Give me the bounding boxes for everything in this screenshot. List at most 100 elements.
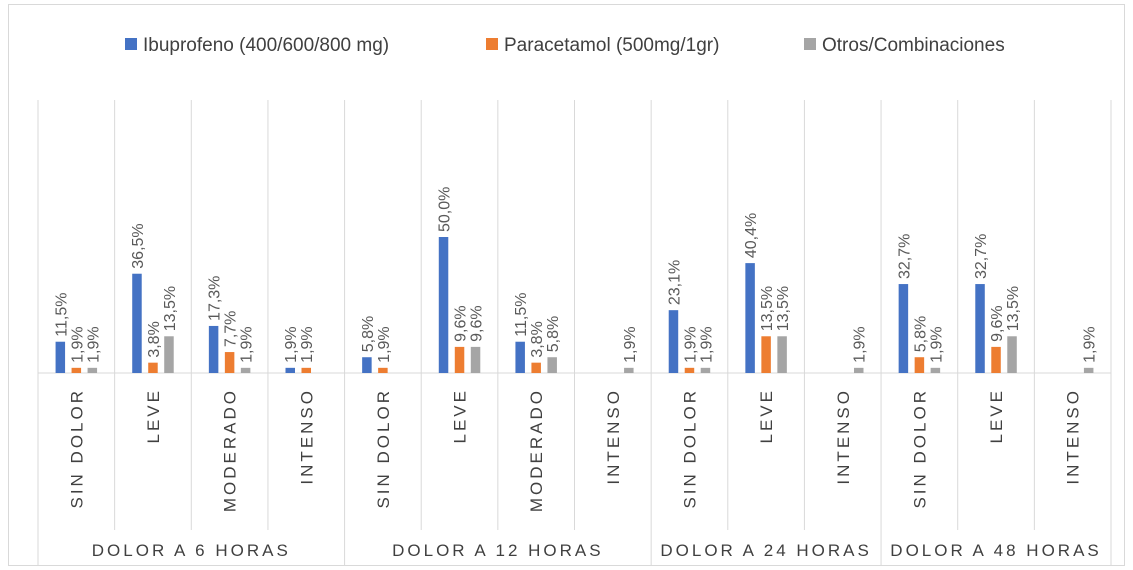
category-label-1: SIN DOLOR bbox=[67, 388, 86, 509]
data-label-paracetamol-9: 1,9% bbox=[682, 326, 699, 362]
bar-otros-3 bbox=[240, 367, 251, 373]
bar-ibuprofeno-13 bbox=[975, 284, 985, 373]
data-label-otros-8: 1,9% bbox=[622, 326, 639, 362]
bar-otros-10 bbox=[777, 336, 787, 373]
group-label-1: DOLOR A 6 HORAS bbox=[92, 541, 291, 560]
bar-paracetamol-10 bbox=[761, 336, 771, 373]
data-label-otros-2: 13,5% bbox=[162, 286, 179, 331]
chart-frame bbox=[8, 4, 1125, 566]
bar-paracetamol-7 bbox=[531, 362, 541, 373]
data-label-paracetamol-10: 13,5% bbox=[759, 286, 776, 331]
data-label-ibuprofeno-9: 23,1% bbox=[666, 260, 683, 305]
bar-paracetamol-6 bbox=[454, 346, 465, 373]
bar-ibuprofeno-7 bbox=[515, 341, 525, 373]
data-label-otros-7: 5,8% bbox=[545, 316, 562, 352]
category-separators bbox=[37, 100, 1112, 566]
data-label-paracetamol-1: 1,9% bbox=[69, 326, 86, 362]
bar-otros-11 bbox=[854, 367, 864, 373]
category-label-9: SIN DOLOR bbox=[680, 388, 699, 509]
bar-paracetamol-3 bbox=[224, 352, 235, 373]
bar-otros-6 bbox=[470, 346, 481, 373]
category-label-13: LEVE bbox=[987, 388, 1006, 443]
bar-ibuprofeno-5 bbox=[362, 357, 372, 373]
data-label-otros-9: 1,9% bbox=[698, 326, 715, 362]
data-label-ibuprofeno-5: 5,8% bbox=[360, 316, 377, 352]
bar-otros-7 bbox=[547, 357, 557, 373]
data-label-otros-12: 1,9% bbox=[928, 326, 945, 362]
category-label-8: INTENSO bbox=[604, 388, 623, 485]
data-label-paracetamol-13: 9,6% bbox=[989, 305, 1006, 341]
data-label-ibuprofeno-4: 1,9% bbox=[283, 326, 300, 362]
bar-otros-2 bbox=[164, 336, 174, 373]
legend: Ibuprofeno (400/600/800 mg) Paracetamol (… bbox=[125, 35, 1005, 56]
data-label-paracetamol-4: 1,9% bbox=[299, 326, 316, 362]
group-labels: DOLOR A 6 HORAS DOLOR A 12 HORAS DOLOR A 2… bbox=[92, 541, 1101, 560]
bar-ibuprofeno-4 bbox=[285, 367, 295, 373]
bar-ibuprofeno-1 bbox=[55, 341, 66, 373]
data-label-ibuprofeno-12: 32,7% bbox=[896, 234, 913, 279]
bar-paracetamol-9 bbox=[684, 367, 695, 373]
group-label-2: DOLOR A 12 HORAS bbox=[392, 541, 603, 560]
legend-swatch-1 bbox=[125, 38, 137, 50]
bar-otros-9 bbox=[700, 367, 711, 373]
bar-otros-13 bbox=[1007, 336, 1017, 373]
legend-swatch-2 bbox=[486, 38, 498, 50]
category-label-14: INTENSO bbox=[1064, 388, 1083, 485]
category-label-10: LEVE bbox=[757, 388, 776, 443]
bar-otros-12 bbox=[930, 367, 941, 373]
group-label-4: DOLOR A 48 HORAS bbox=[890, 541, 1101, 560]
data-labels: 11,5%1,9% 1,9%36,5%3,8%13,5% 17,3%7,7% 1,9%… bbox=[53, 187, 1098, 363]
data-label-otros-1: 1,9% bbox=[85, 326, 102, 362]
bar-paracetamol-12 bbox=[914, 357, 925, 373]
bar-otros-14 bbox=[1083, 367, 1094, 373]
bar-paracetamol-5 bbox=[378, 367, 388, 373]
data-label-paracetamol-7: 3,8% bbox=[529, 321, 546, 357]
legend-swatch-3 bbox=[804, 38, 816, 50]
bar-otros-1 bbox=[87, 367, 98, 373]
category-label-4: INTENSO bbox=[297, 388, 316, 485]
category-label-11: INTENSO bbox=[834, 388, 853, 485]
data-label-paracetamol-12: 5,8% bbox=[912, 316, 929, 352]
bar-ibuprofeno-9 bbox=[668, 310, 679, 373]
data-label-ibuprofeno-1: 11,5% bbox=[53, 293, 70, 337]
legend-label-1: Ibuprofeno (400/600/800 mg) bbox=[143, 35, 389, 56]
data-label-ibuprofeno-6: 50,0% bbox=[437, 187, 454, 232]
category-label-5: SIN DOLOR bbox=[374, 388, 393, 509]
bar-paracetamol-1 bbox=[71, 367, 82, 373]
bar-paracetamol-13 bbox=[991, 346, 1001, 373]
data-label-ibuprofeno-10: 40,4% bbox=[743, 213, 760, 258]
bar-ibuprofeno-10 bbox=[745, 263, 755, 373]
legend-label-3: Otros/Combinaciones bbox=[822, 35, 1005, 56]
category-label-7: MODERADO bbox=[527, 388, 546, 512]
data-label-ibuprofeno-3: 17,3% bbox=[207, 276, 224, 321]
data-label-otros-13: 13,5% bbox=[1005, 286, 1022, 331]
data-label-paracetamol-5: 1,9% bbox=[376, 326, 393, 362]
data-label-ibuprofeno-13: 32,7% bbox=[973, 234, 990, 279]
data-label-ibuprofeno-2: 36,5% bbox=[130, 223, 147, 268]
bar-ibuprofeno-3 bbox=[208, 325, 219, 373]
bars bbox=[55, 237, 1094, 373]
bar-paracetamol-4 bbox=[301, 367, 311, 373]
category-label-3: MODERADO bbox=[221, 388, 240, 512]
category-labels: SIN DOLOR LEVE MODERADO INTENSO SIN DOLOR LEV… bbox=[67, 388, 1082, 512]
data-label-paracetamol-3: 7,7% bbox=[223, 311, 240, 347]
data-label-paracetamol-2: 3,8% bbox=[146, 321, 163, 357]
bar-ibuprofeno-12 bbox=[898, 284, 909, 373]
category-label-6: LEVE bbox=[451, 388, 470, 443]
data-label-paracetamol-6: 9,6% bbox=[453, 305, 470, 341]
data-label-otros-3: 1,9% bbox=[239, 326, 256, 362]
data-label-otros-11: 1,9% bbox=[852, 326, 869, 362]
data-label-ibuprofeno-7: 11,5% bbox=[513, 293, 530, 337]
bar-ibuprofeno-6 bbox=[438, 237, 449, 373]
data-label-otros-14: 1,9% bbox=[1082, 326, 1099, 362]
data-label-otros-6: 9,6% bbox=[469, 305, 486, 341]
bar-otros-8 bbox=[624, 367, 634, 373]
data-label-otros-10: 13,5% bbox=[775, 286, 792, 331]
bar-paracetamol-2 bbox=[148, 362, 158, 373]
group-label-3: DOLOR A 24 HORAS bbox=[660, 541, 871, 560]
category-label-2: LEVE bbox=[144, 388, 163, 443]
category-label-12: SIN DOLOR bbox=[910, 388, 929, 509]
bar-ibuprofeno-2 bbox=[132, 273, 142, 373]
legend-label-2: Paracetamol (500mg/1gr) bbox=[504, 35, 719, 56]
